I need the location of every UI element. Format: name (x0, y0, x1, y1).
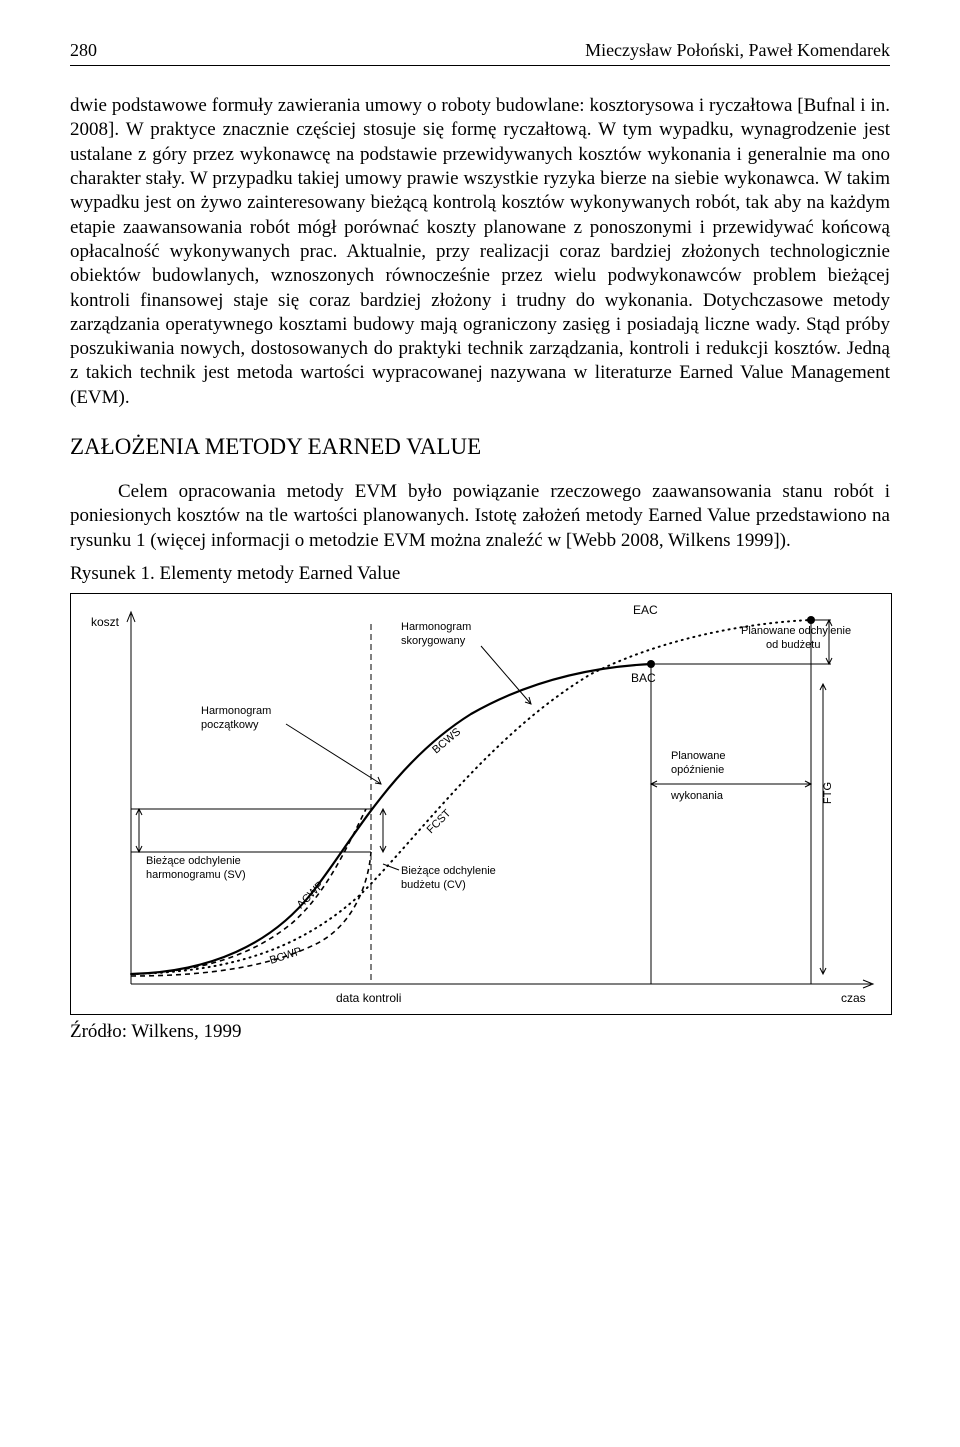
cv-leader (383, 864, 399, 870)
eac-label: EAC (633, 603, 658, 617)
plan-odchyl-budz-1: Planowane odchylenie (741, 625, 851, 637)
sv-label-2: harmonogramu (SV) (146, 869, 246, 881)
acwp-curve (131, 809, 366, 974)
cv-label-1: Bieżące odchylenie (401, 865, 496, 877)
harm-pocz-1: Harmonogram (201, 705, 271, 717)
figure-source: Źródło: Wilkens, 1999 (70, 1021, 890, 1043)
paragraph-2: Celem opracowania metody EVM było powiąz… (70, 480, 890, 553)
harm-pocz-2: początkowy (201, 719, 259, 731)
running-header: 280 Mieczysław Połoński, Paweł Komendare… (70, 40, 890, 61)
bac-label: BAC (631, 671, 656, 685)
page-number: 280 (70, 40, 97, 61)
header-rule (70, 65, 890, 66)
fcst-label: FCST (425, 807, 454, 836)
harm-skor-1: Harmonogram (401, 621, 471, 633)
section-heading: ZAŁOŻENIA METODY EARNED VALUE (70, 434, 890, 460)
control-date-label: data kontroli (336, 991, 401, 1005)
figure-svg: koszt czas data kontroli EAC BAC (71, 594, 891, 1014)
plan-odchyl-budz-2: od budżetu (766, 639, 820, 651)
acwp-label: ACWP (295, 879, 327, 911)
cv-label-2: budżetu (CV) (401, 879, 466, 891)
x-axis-label: czas (841, 991, 866, 1005)
harm-skor-2: skorygowany (401, 635, 466, 647)
harm-pocz-arrow (286, 724, 381, 784)
paragraph-1: dwie podstawowe formuły zawierania umowy… (70, 94, 890, 410)
plan-opoz-1: Planowane (671, 750, 725, 762)
sv-label-1: Bieżące odchylenie (146, 855, 241, 867)
header-authors: Mieczysław Połoński, Paweł Komendarek (585, 40, 890, 61)
plan-opoz-3: wykonania (670, 790, 724, 802)
plan-opoz-2: opóźnienie (671, 764, 724, 776)
figure-earned-value: koszt czas data kontroli EAC BAC (70, 593, 892, 1015)
page: 280 Mieczysław Połoński, Paweł Komendare… (0, 0, 960, 1073)
y-axis-label: koszt (91, 615, 120, 629)
figure-caption: Rysunek 1. Elementy metody Earned Value (70, 563, 890, 585)
ftg-label: FTG (822, 782, 834, 804)
